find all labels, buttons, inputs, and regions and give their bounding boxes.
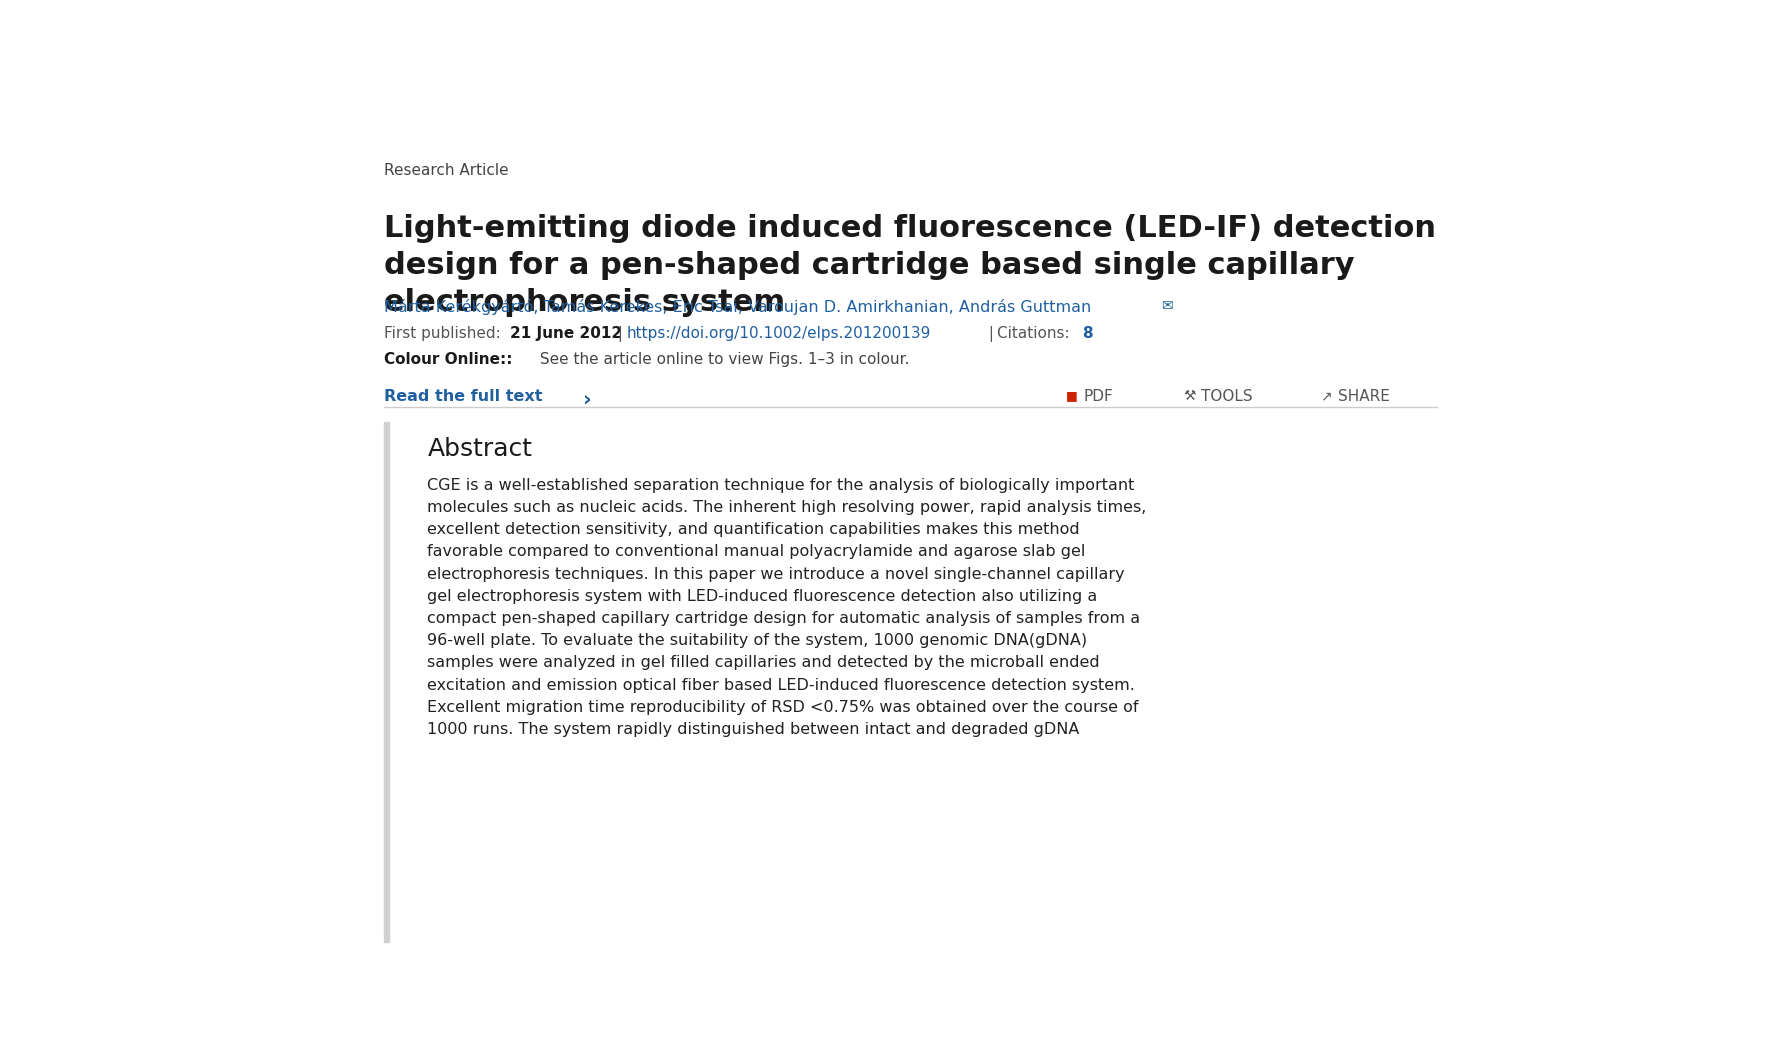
Text: 8: 8 bbox=[1083, 325, 1093, 340]
Text: Colour Online::: Colour Online:: bbox=[383, 352, 512, 367]
Text: Márta Kerékgyártó, Tamás Kerekes, Eric Tsai, Varoujan D. Amirkhanian, András Gut: Márta Kerékgyártó, Tamás Kerekes, Eric T… bbox=[383, 300, 1092, 316]
Text: ⚒: ⚒ bbox=[1182, 389, 1196, 404]
Text: PDF: PDF bbox=[1084, 389, 1113, 405]
Text: Citations:: Citations: bbox=[998, 325, 1076, 340]
Text: CGE is a well-established separation technique for the analysis of biologically : CGE is a well-established separation tec… bbox=[427, 478, 1146, 737]
Text: TOOLS: TOOLS bbox=[1201, 389, 1253, 405]
Text: ›: › bbox=[583, 389, 592, 409]
Text: ✉: ✉ bbox=[1161, 300, 1173, 314]
Text: Research Article: Research Article bbox=[383, 163, 509, 178]
Text: Abstract: Abstract bbox=[427, 437, 533, 461]
Text: https://doi.org/10.1002/elps.201200139: https://doi.org/10.1002/elps.201200139 bbox=[627, 325, 930, 340]
Text: |: | bbox=[613, 325, 627, 341]
Text: SHARE: SHARE bbox=[1338, 389, 1389, 405]
Text: ■: ■ bbox=[1067, 389, 1077, 403]
Text: Read the full text: Read the full text bbox=[383, 389, 542, 405]
Text: |: | bbox=[983, 325, 999, 341]
Bar bbox=[383, 422, 390, 942]
Text: First published:: First published: bbox=[383, 325, 510, 340]
Text: Light-emitting diode induced fluorescence (LED-IF) detection
design for a pen-sh: Light-emitting diode induced fluorescenc… bbox=[383, 214, 1435, 317]
Text: See the article online to view Figs. 1–3 in colour.: See the article online to view Figs. 1–3… bbox=[535, 352, 909, 367]
Text: 21 June 2012: 21 June 2012 bbox=[510, 325, 622, 340]
Text: ↗: ↗ bbox=[1320, 389, 1333, 404]
